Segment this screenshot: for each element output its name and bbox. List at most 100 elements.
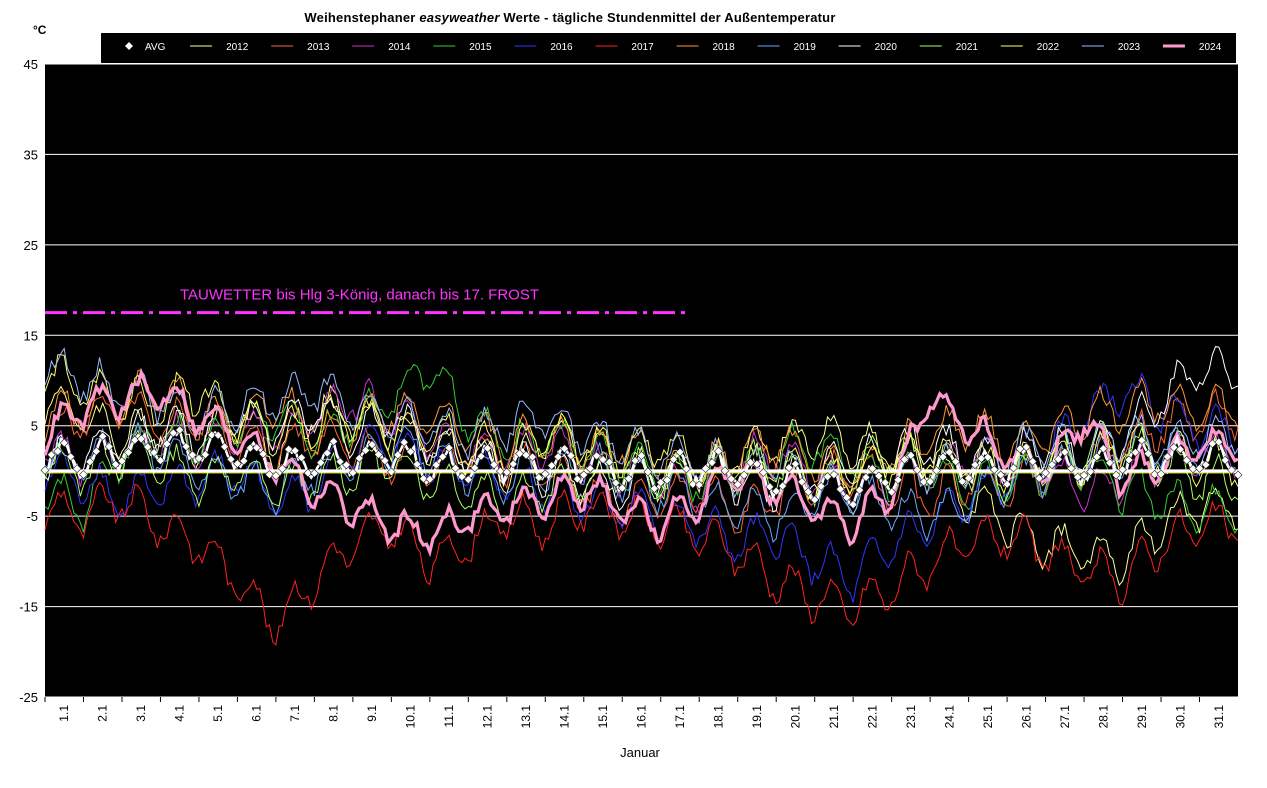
- avg-marker: [194, 453, 204, 463]
- avg-marker: [714, 446, 723, 456]
- x-tick-label: 17.1: [673, 705, 687, 729]
- avg-marker: [1130, 447, 1140, 457]
- avg-marker: [771, 486, 781, 496]
- avg-marker: [887, 487, 897, 497]
- avg-marker: [329, 437, 339, 446]
- avg-marker: [342, 460, 351, 470]
- avg-marker: [111, 459, 120, 469]
- avg-marker: [643, 467, 653, 477]
- avg-marker: [188, 450, 197, 460]
- avg-marker: [662, 475, 672, 485]
- avg-marker: [1021, 442, 1031, 452]
- avg-marker: [938, 452, 948, 462]
- avg-marker: [271, 471, 281, 481]
- avg-marker: [277, 464, 287, 474]
- avg-marker: [451, 463, 460, 473]
- y-tick-label: -15: [19, 600, 38, 615]
- avg-marker: [136, 434, 146, 444]
- avg-marker: [297, 453, 306, 463]
- legend-label-2024: 2024: [1199, 42, 1222, 53]
- legend-label-2016: 2016: [550, 42, 573, 53]
- avg-marker: [502, 467, 512, 477]
- x-tick-label: 12.1: [481, 705, 495, 729]
- avg-marker: [540, 469, 550, 479]
- x-tick-label: 23.1: [904, 705, 918, 729]
- avg-marker: [592, 451, 602, 461]
- y-tick-label: 35: [24, 147, 38, 162]
- avg-marker: [220, 442, 230, 452]
- avg-marker: [656, 478, 666, 487]
- avg-marker: [1079, 470, 1089, 480]
- avg-marker: [867, 464, 877, 474]
- avg-marker: [1041, 468, 1051, 478]
- avg-marker: [989, 465, 999, 475]
- avg-marker: [874, 471, 884, 481]
- legend-label-2014: 2014: [388, 42, 411, 53]
- chart-title: Weihenstephaner easyweather Werte - tägl…: [304, 10, 836, 25]
- avg-marker: [162, 439, 172, 449]
- avg-marker: [547, 461, 557, 470]
- avg-marker: [957, 477, 967, 486]
- avg-marker: [1092, 452, 1102, 462]
- legend-label-2012: 2012: [226, 42, 249, 53]
- avg-marker: [906, 450, 916, 460]
- x-tick-label: 20.1: [788, 705, 802, 729]
- x-tick-label: 28.1: [1096, 705, 1110, 729]
- avg-marker: [457, 472, 467, 482]
- x-tick-label: 1.1: [57, 705, 71, 722]
- avg-marker: [649, 484, 659, 493]
- avg-marker: [265, 470, 274, 479]
- avg-marker: [156, 456, 165, 466]
- legend-label-AVG: AVG: [145, 42, 166, 53]
- avg-marker: [386, 467, 396, 477]
- avg-marker: [765, 482, 775, 492]
- legend-label-2015: 2015: [469, 42, 492, 53]
- avg-marker: [200, 450, 210, 460]
- avg-marker: [354, 453, 364, 463]
- avg-marker: [893, 475, 903, 485]
- avg-marker: [1053, 454, 1063, 464]
- x-tick-label: 7.1: [288, 705, 302, 722]
- avg-marker: [521, 450, 531, 460]
- x-tick-label: 22.1: [865, 705, 879, 729]
- avg-marker: [1220, 455, 1230, 465]
- avg-marker: [791, 459, 800, 469]
- x-tick-label: 4.1: [173, 705, 187, 722]
- avg-marker: [951, 457, 961, 466]
- avg-marker: [79, 470, 88, 479]
- avg-marker: [746, 457, 755, 467]
- avg-marker: [98, 431, 108, 441]
- avg-marker: [1137, 435, 1147, 445]
- y-tick-label: -25: [19, 690, 38, 705]
- avg-marker: [1002, 479, 1012, 489]
- avg-marker: [1124, 455, 1134, 465]
- x-tick-label: 24.1: [942, 705, 956, 729]
- avg-marker: [739, 470, 749, 480]
- avg-marker: [309, 468, 319, 478]
- y-axis-unit: °C: [33, 23, 47, 37]
- avg-marker: [53, 446, 63, 456]
- x-tick-label: 9.1: [365, 705, 379, 722]
- avg-marker: [585, 464, 595, 473]
- x-tick-label: 11.1: [442, 705, 456, 728]
- avg-marker: [611, 478, 621, 488]
- avg-marker: [181, 442, 191, 452]
- legend-label-2021: 2021: [956, 42, 979, 53]
- avg-marker: [605, 457, 614, 467]
- legend-label-2019: 2019: [794, 42, 817, 53]
- x-tick-label: 27.1: [1058, 705, 1072, 729]
- avg-marker: [528, 452, 537, 462]
- avg-marker: [1066, 463, 1076, 473]
- x-tick-label: 26.1: [1019, 705, 1033, 729]
- legend-label-2020: 2020: [875, 42, 898, 53]
- avg-marker: [258, 449, 268, 459]
- avg-marker: [1105, 458, 1115, 468]
- avg-marker: [380, 456, 390, 466]
- avg-marker: [252, 443, 262, 453]
- avg-marker: [912, 465, 922, 475]
- avg-marker: [1182, 455, 1192, 465]
- avg-marker: [900, 455, 909, 464]
- avg-marker: [168, 428, 178, 438]
- avg-marker: [1233, 470, 1243, 480]
